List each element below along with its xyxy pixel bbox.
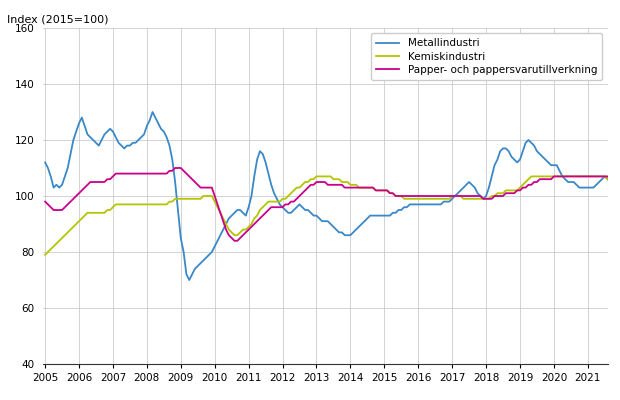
Kemiskindustri bbox=[542, 174, 549, 179]
Papper- och pappersvarutillverkning bbox=[544, 177, 552, 182]
Text: Index (2015=100): Index (2015=100) bbox=[7, 15, 108, 25]
Papper- och pappersvarutillverkning bbox=[590, 174, 597, 179]
Papper- och pappersvarutillverkning bbox=[118, 171, 125, 176]
Metallindustri bbox=[304, 208, 312, 212]
Metallindustri bbox=[547, 163, 555, 168]
Kemiskindustri bbox=[587, 174, 595, 179]
Line: Kemiskindustri: Kemiskindustri bbox=[45, 162, 620, 255]
Kemiskindustri bbox=[428, 196, 436, 201]
Legend: Metallindustri, Kemiskindustri, Papper- och pappersvarutillverkning: Metallindustri, Kemiskindustri, Papper- … bbox=[371, 33, 603, 80]
Papper- och pappersvarutillverkning bbox=[171, 166, 179, 170]
Line: Papper- och pappersvarutillverkning: Papper- och pappersvarutillverkning bbox=[45, 168, 620, 252]
Kemiskindustri bbox=[118, 202, 125, 207]
Kemiskindustri bbox=[299, 182, 306, 187]
Metallindustri bbox=[118, 143, 125, 148]
Metallindustri bbox=[434, 202, 441, 207]
Metallindustri bbox=[185, 278, 193, 282]
Papper- och pappersvarutillverkning bbox=[301, 188, 309, 193]
Line: Metallindustri: Metallindustri bbox=[45, 112, 620, 280]
Kemiskindustri bbox=[42, 252, 49, 257]
Papper- och pappersvarutillverkning bbox=[432, 194, 439, 198]
Metallindustri bbox=[149, 110, 156, 114]
Metallindustri bbox=[42, 160, 49, 165]
Metallindustri bbox=[593, 182, 600, 187]
Papper- och pappersvarutillverkning bbox=[42, 199, 49, 204]
